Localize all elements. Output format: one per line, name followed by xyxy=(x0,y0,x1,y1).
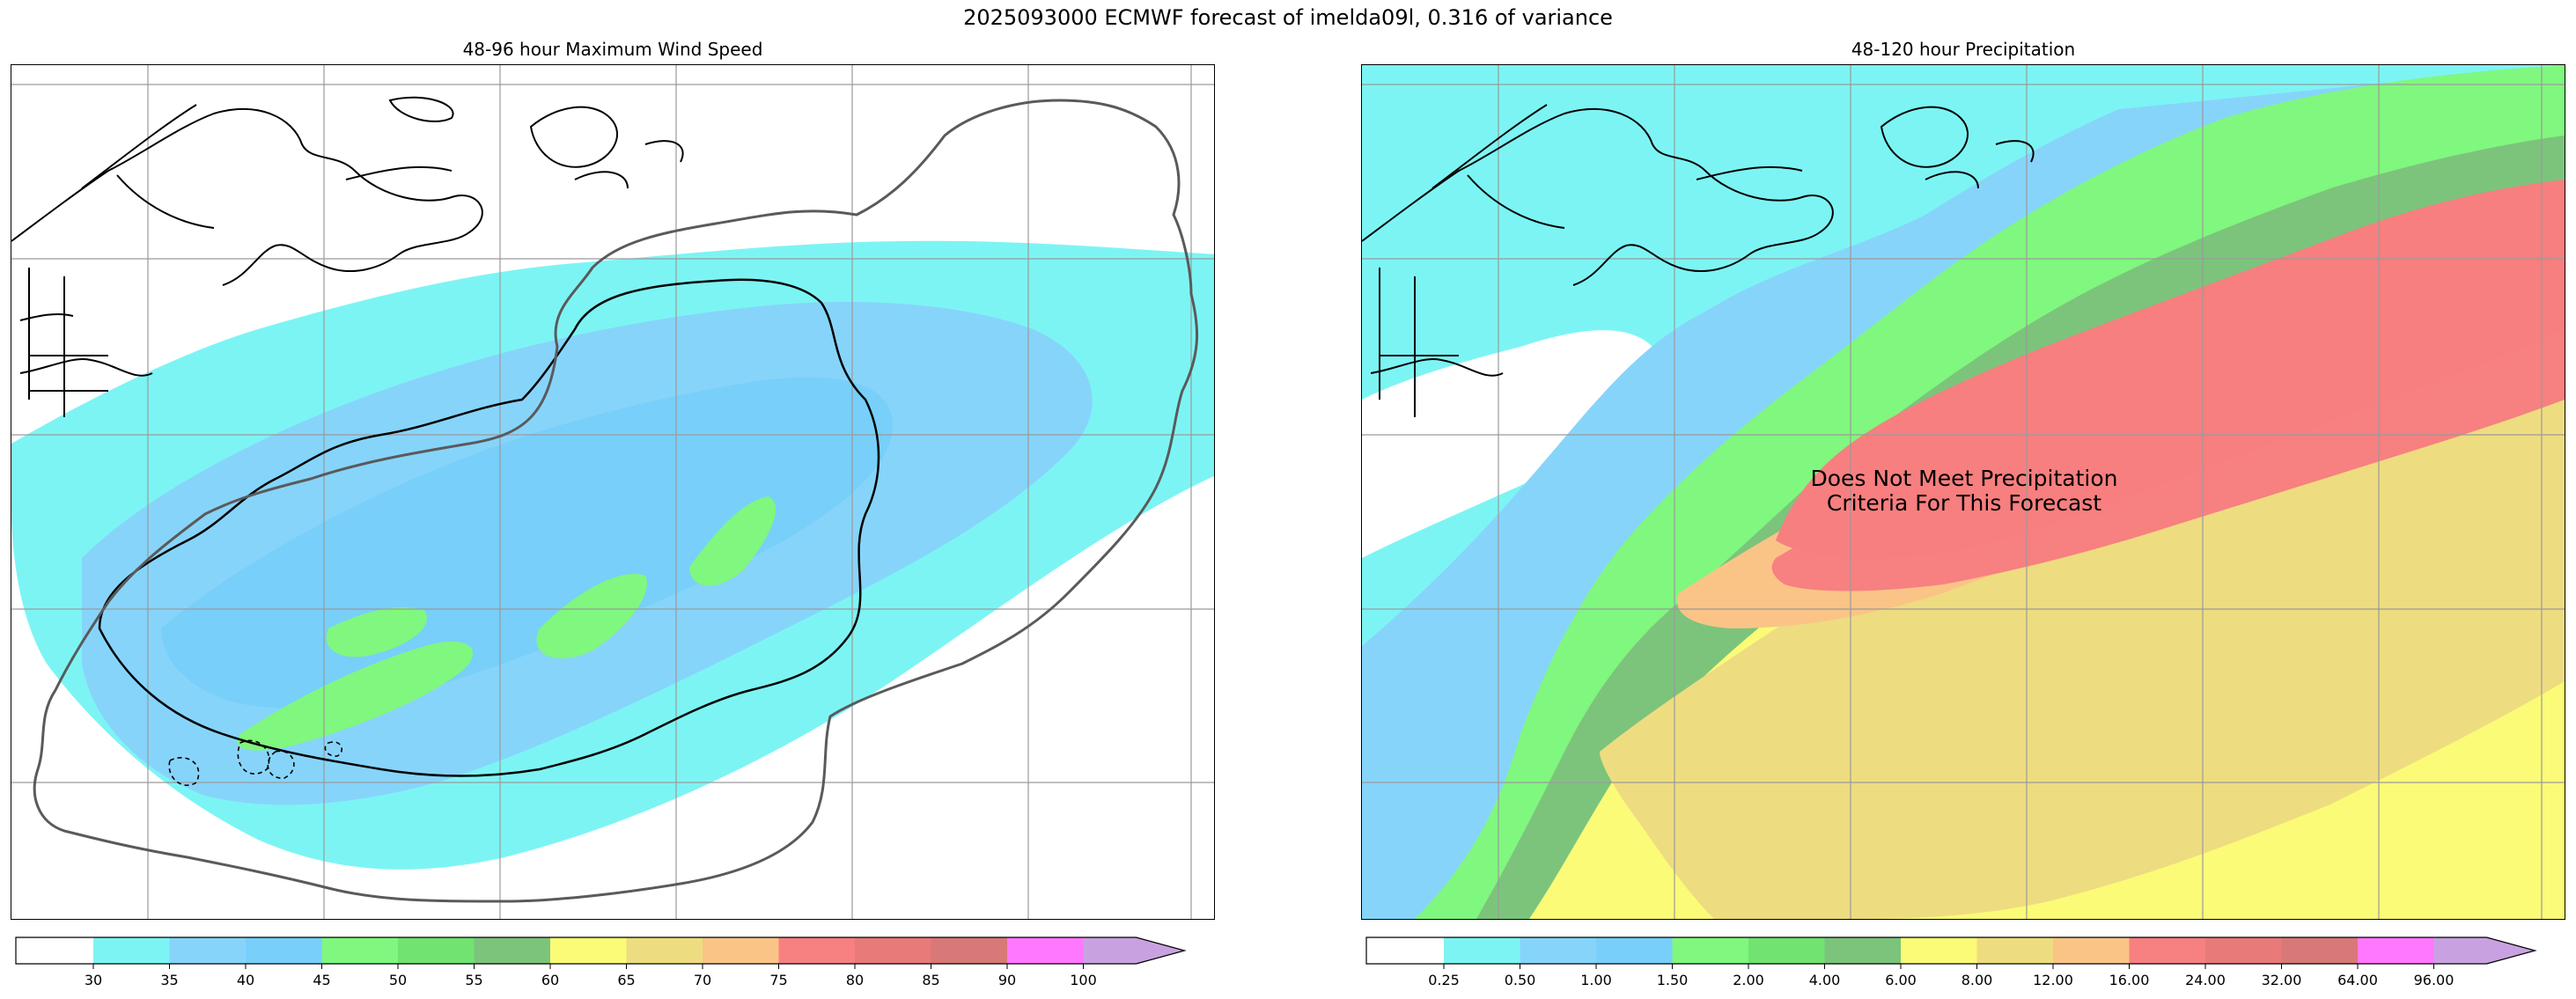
wind-colorbar-tick-label: 55 xyxy=(465,972,482,988)
precip-colorbar: 0.25 0.50 1.00 1.50 2.00 4.00 6.00 8.00 12.00 16.… xyxy=(1365,937,2564,988)
precip-colorbar-arrow-segment xyxy=(2433,937,2536,964)
wind-colorbar-tick-label: 100 xyxy=(1070,972,1097,988)
wind-colorbar-tick-label: 35 xyxy=(160,972,178,988)
wind-colorbar: 30 35 40 45 50 55 60 65 70 75 80 85 90 100 xyxy=(15,937,1213,988)
precip-panel-title: 48-120 hour Precipitation xyxy=(1851,39,2076,60)
wind-colorbar-segment xyxy=(474,937,551,964)
precip-colorbar-tick-label: 4.00 xyxy=(1809,972,1841,988)
precip-gridlines xyxy=(1362,65,2565,919)
precip-colorbar-segment xyxy=(1901,937,1977,964)
precip-colorbar-tick-label: 2.00 xyxy=(1733,972,1764,988)
precip-colorbar-tick-label: 6.00 xyxy=(1885,972,1917,988)
wind-colorbar-tick-label: 75 xyxy=(769,972,787,988)
wind-colorbar-segment xyxy=(778,937,856,964)
wind-dashed-contours xyxy=(168,739,342,786)
precip-colorbar-outline xyxy=(1365,937,2537,965)
precip-colorbar-segment xyxy=(1520,937,1597,964)
figure-title: 2025093000 ECMWF forecast of imelda09l, … xyxy=(963,5,1613,30)
wind-gridlines xyxy=(11,65,1214,919)
wind-colorbar-segment xyxy=(321,937,399,964)
wind-colorbar-tick-label: 50 xyxy=(389,972,407,988)
precip-colorbar-tick-label: 24.00 xyxy=(2185,972,2226,988)
precip-colorbar-segment xyxy=(1596,937,1673,964)
wind-colorbar-segment xyxy=(931,937,1008,964)
wind-colorbar-tick-label: 45 xyxy=(313,972,330,988)
wind-colorbar-segment xyxy=(855,937,931,964)
wind-colorbar-segment xyxy=(93,937,170,964)
precip-colorbar-start-segment xyxy=(1366,937,1444,964)
wind-contour-black xyxy=(98,278,880,777)
wind-colorbar-tick-label: 65 xyxy=(617,972,635,988)
precip-colorbar-tick-label: 1.00 xyxy=(1580,972,1612,988)
wind-fill-45-d xyxy=(689,496,776,586)
precip-colorbar-tick-label: 12.00 xyxy=(2033,972,2073,988)
precip-note-line1: Does Not Meet Precipitation xyxy=(1811,466,2118,491)
precip-colorbar-tick-label: 0.25 xyxy=(1428,972,1460,988)
wind-colorbar-tick-label: 80 xyxy=(846,972,864,988)
wind-speed-map[interactable] xyxy=(11,64,1215,920)
wind-colorbar-tick-label: 30 xyxy=(85,972,102,988)
wind-fill-45-b xyxy=(326,607,427,657)
wind-panel-title: 48-96 hour Maximum Wind Speed xyxy=(462,39,763,60)
precip-coastlines xyxy=(1362,104,2035,417)
precip-colorbar-segment xyxy=(2053,937,2130,964)
precip-colorbar-segment xyxy=(1976,937,2054,964)
wind-colorbar-segment xyxy=(1007,937,1084,964)
wind-colorbar-segment xyxy=(626,937,703,964)
wind-colorbar-tick-label: 70 xyxy=(694,972,711,988)
wind-colorbar-outline xyxy=(15,937,1187,965)
wind-colorbar-start-segment xyxy=(16,937,93,964)
precip-colorbar-tick-label: 16.00 xyxy=(2109,972,2150,988)
precip-colorbar-segment xyxy=(2358,937,2434,964)
precip-colorbar-segment xyxy=(1672,937,1749,964)
precip-colorbar-tick-label: 32.00 xyxy=(2262,972,2302,988)
wind-fill-45-a xyxy=(237,641,474,751)
wind-colorbar-tick-label: 40 xyxy=(237,972,254,988)
wind-coastlines xyxy=(11,96,684,417)
precip-colorbar-segment xyxy=(1748,937,1825,964)
wind-fill-45-c xyxy=(536,574,647,659)
precip-note-line2: Criteria For This Forecast xyxy=(1827,490,2101,516)
wind-colorbar-tick-label: 85 xyxy=(922,972,939,988)
precip-fill-2400 xyxy=(1776,180,2565,558)
precip-colorbar-tick-label: 64.00 xyxy=(2337,972,2378,988)
wind-contour-gray xyxy=(33,99,1198,903)
wind-colorbar-segment xyxy=(550,937,627,964)
precip-colorbar-segment xyxy=(2129,937,2206,964)
wind-colorbar-arrow-segment xyxy=(1083,937,1185,964)
wind-colorbar-segment xyxy=(398,937,475,964)
precip-colorbar-tick-label: 96.00 xyxy=(2414,972,2455,988)
precipitation-map[interactable]: Does Not Meet Precipitation Criteria For… xyxy=(1361,64,2565,920)
precip-colorbar-tick-label: 8.00 xyxy=(1961,972,1993,988)
wind-colorbar-segment xyxy=(169,937,247,964)
precip-colorbar-tick-label: 0.50 xyxy=(1505,972,1536,988)
wind-colorbar-tick-label: 60 xyxy=(541,972,559,988)
wind-colorbar-tick-label: 90 xyxy=(998,972,1016,988)
precip-colorbar-tick-label: 1.50 xyxy=(1657,972,1689,988)
precip-colorbar-segment xyxy=(2205,937,2282,964)
precip-colorbar-segment xyxy=(1824,937,1902,964)
wind-colorbar-segment xyxy=(246,937,322,964)
precip-colorbar-segment xyxy=(2281,937,2359,964)
wind-colorbar-segment xyxy=(703,937,779,964)
precip-colorbar-segment xyxy=(1444,937,1520,964)
